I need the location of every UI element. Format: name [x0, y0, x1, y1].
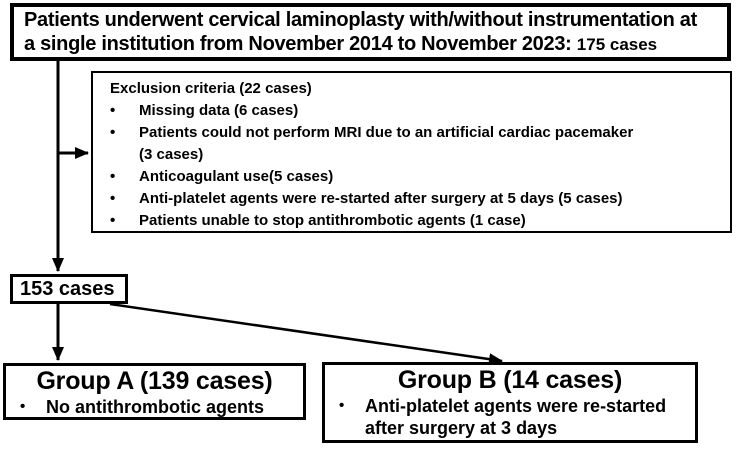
exclusion-item: • Anti-platelet agents were re-started a… — [110, 188, 730, 210]
exclusion-item: • Patients unable to stop antithrombotic… — [110, 210, 730, 232]
exclusion-criteria-header: Exclusion criteria (22 cases) — [110, 80, 312, 97]
bullet-icon: • — [110, 212, 116, 229]
bullet-icon: • — [339, 397, 345, 414]
study-population-line1: Patients underwent cervical laminoplasty… — [24, 9, 697, 31]
bullet-icon: • — [110, 124, 116, 141]
connector-cases-to-group-b-arrow — [109, 302, 503, 366]
exclusion-criteria-box: Exclusion criteria (22 cases) • Missing … — [91, 71, 732, 233]
exclusion-item: • Patients could not perform MRI due to … — [110, 122, 730, 166]
group-a-item: • No antithrombotic agents — [20, 397, 265, 417]
remaining-cases-box: 153 cases — [10, 274, 128, 304]
bullet-icon: • — [20, 398, 26, 415]
group-b-box: Group B (14 cases) • Anti-platelet agent… — [322, 362, 698, 443]
group-b-title: Group B (14 cases) — [397, 366, 623, 394]
group-b-item: • Anti-platelet agents were re-started a… — [339, 396, 667, 438]
total-cases-count: 175 cases — [576, 35, 658, 54]
exclusion-item: • Anticoagulant use(5 cases) — [110, 166, 730, 188]
study-population-box: Patients underwent cervical laminoplasty… — [10, 3, 731, 61]
group-a-box: Group A (139 cases) • No antithrombotic … — [3, 363, 306, 420]
study-population-line2: a single institution from November 2014 … — [24, 33, 658, 55]
group-a-title: Group A (139 cases) — [36, 367, 273, 395]
remaining-cases-label: 153 cases — [20, 278, 115, 300]
bullet-icon: • — [110, 168, 116, 185]
bullet-icon: • — [110, 190, 116, 207]
exclusion-item: • Missing data (6 cases) — [110, 100, 730, 122]
bullet-icon: • — [110, 102, 116, 119]
